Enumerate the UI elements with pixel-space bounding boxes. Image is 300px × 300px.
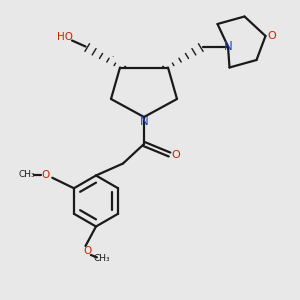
Text: ·: · [160, 59, 166, 79]
Text: HO: HO [56, 32, 73, 43]
Text: O: O [83, 246, 91, 256]
Text: O: O [172, 149, 181, 160]
Text: N: N [224, 40, 232, 53]
Text: ·: · [122, 59, 128, 79]
Text: CH₃: CH₃ [94, 254, 110, 263]
Text: N: N [140, 115, 148, 128]
Text: O: O [42, 170, 50, 180]
Text: ·: · [111, 54, 114, 60]
Text: O: O [267, 31, 276, 41]
Text: CH₃: CH₃ [19, 170, 35, 179]
